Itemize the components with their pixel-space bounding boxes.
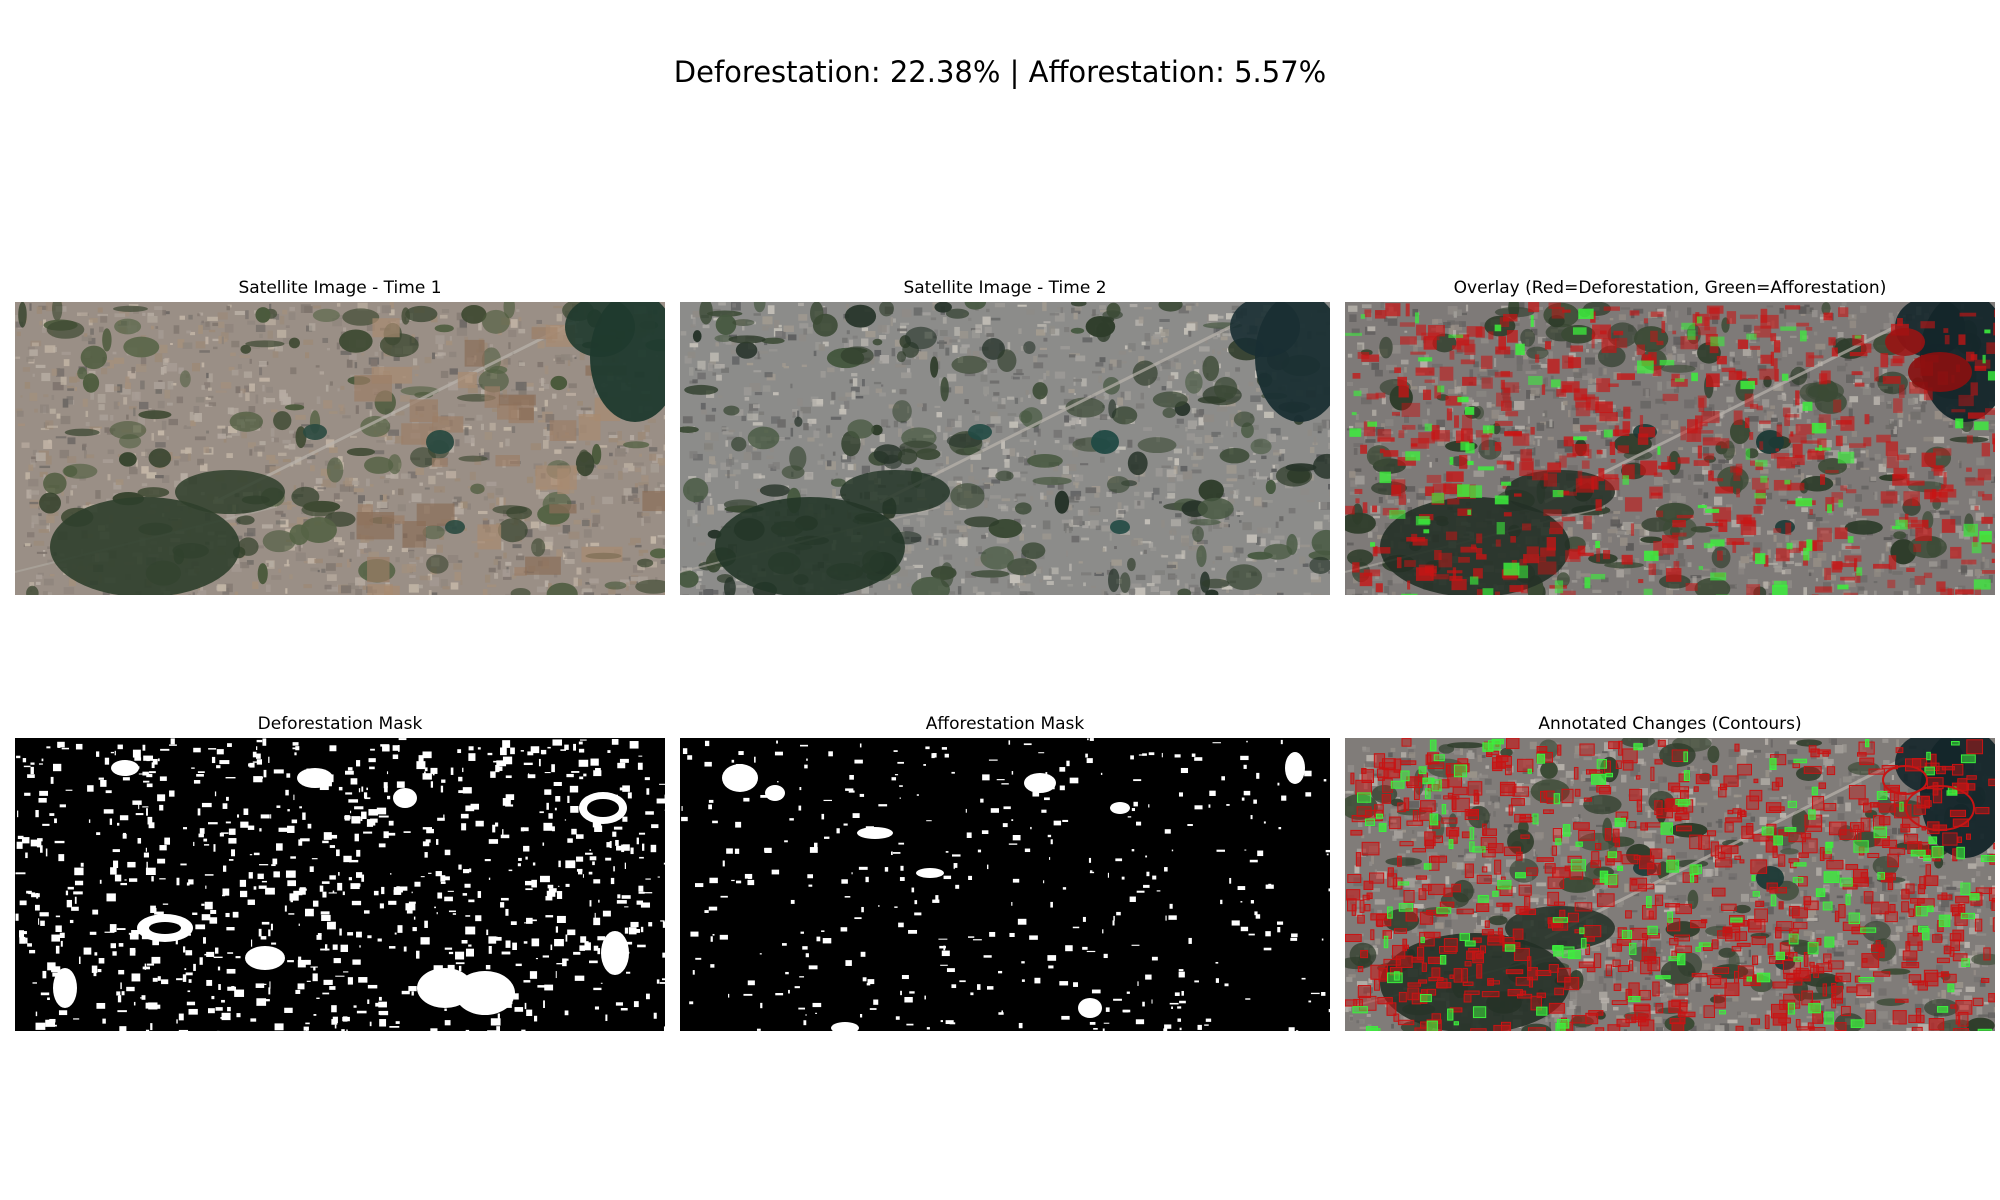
panel-title-overlay: Overlay (Red=Deforestation, Green=Affore…	[1453, 278, 1887, 298]
overlay-image	[1345, 302, 1995, 595]
panel-title-time1: Satellite Image - Time 1	[238, 278, 442, 298]
panel-title-time2: Satellite Image - Time 2	[903, 278, 1107, 298]
satellite-image-time2	[680, 302, 1330, 595]
panel-title-deforestation-mask: Deforestation Mask	[257, 714, 423, 734]
afforestation-mask-image	[680, 738, 1330, 1031]
panel-title-afforestation-mask: Afforestation Mask	[925, 714, 1085, 734]
annotated-contours-image	[1345, 738, 1995, 1031]
figure-title: Deforestation: 22.38% | Afforestation: 5…	[673, 55, 1327, 89]
satellite-image-time1	[15, 302, 665, 595]
deforestation-mask-image	[15, 738, 665, 1031]
panel-title-contours: Annotated Changes (Contours)	[1538, 714, 1802, 734]
